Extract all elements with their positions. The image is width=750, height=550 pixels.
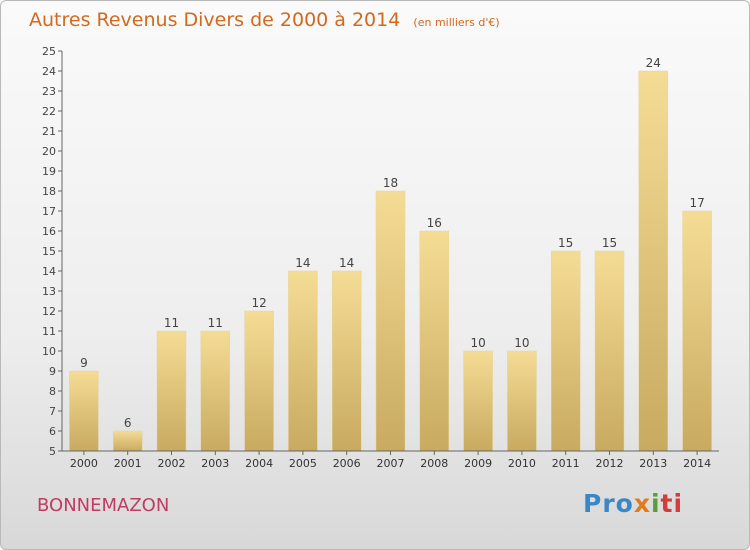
bar-2006	[331, 270, 362, 452]
bar-value-label: 11	[208, 316, 223, 330]
y-tick-label: 19	[42, 165, 56, 178]
bar-value-label: 14	[295, 256, 310, 270]
bar-2008	[419, 230, 450, 452]
x-tick-label: 2013	[639, 457, 667, 470]
bar-value-label: 11	[164, 316, 179, 330]
bar-value-label: 17	[689, 196, 704, 210]
y-tick-label: 10	[42, 345, 56, 358]
bar-2003	[200, 330, 231, 452]
bar-2014	[682, 210, 712, 452]
bar-2005	[288, 270, 318, 452]
bar-value-label: 12	[251, 296, 266, 310]
x-tick-label: 2010	[508, 457, 536, 470]
x-tick-label: 2014	[683, 457, 711, 470]
bar-2000	[69, 370, 99, 452]
x-tick-label: 2008	[420, 457, 448, 470]
unit-note: (en milliers d'€)	[413, 16, 500, 29]
bar-value-label: 16	[427, 216, 442, 230]
bar-2010	[507, 350, 537, 452]
x-tick-label: 2011	[552, 457, 580, 470]
commune-name: BONNEMAZON	[37, 495, 170, 516]
bar-value-label: 14	[339, 256, 354, 270]
bar-value-label: 10	[514, 336, 529, 350]
x-tick-label: 2003	[201, 457, 229, 470]
proxiti-logo[interactable]: Proxiti	[583, 489, 684, 518]
x-tick-label: 2007	[377, 457, 405, 470]
title-text: Autres Revenus Divers de 2000 à 2014	[29, 9, 401, 31]
bar-2001	[112, 430, 143, 452]
y-tick-label: 13	[42, 285, 56, 298]
y-tick-label: 11	[42, 325, 56, 338]
y-tick-label: 22	[42, 105, 56, 118]
y-tick-label: 5	[49, 445, 56, 458]
x-tick-label: 2000	[70, 457, 98, 470]
y-tick-label: 20	[42, 145, 56, 158]
x-tick-label: 2006	[333, 457, 361, 470]
bar-value-label: 15	[602, 236, 617, 250]
bar-value-label: 18	[383, 176, 398, 190]
bar-2011	[550, 250, 581, 452]
bar-2013	[638, 70, 669, 452]
y-tick-label: 18	[42, 185, 56, 198]
bar-2002	[156, 330, 187, 452]
bar-2009	[463, 350, 493, 452]
x-tick-label: 2005	[289, 457, 317, 470]
y-tick-label: 16	[42, 225, 56, 238]
x-tick-label: 2009	[464, 457, 492, 470]
y-tick-label: 25	[42, 45, 56, 58]
bars: 9 6 11 11 12 14 14 18 16 10 10 15 15 24 17	[69, 56, 712, 452]
bar-2012	[594, 250, 625, 452]
x-tick-label: 2012	[596, 457, 624, 470]
y-tick-label: 15	[42, 245, 56, 258]
x-axis: 2000 2001 2002 2003 2004 2005 2006 2007 2008 2009…	[62, 450, 719, 470]
y-tick-label: 24	[42, 65, 56, 78]
y-tick-label: 21	[42, 125, 56, 138]
bar-2007	[375, 190, 406, 452]
y-tick-label: 6	[49, 425, 56, 438]
bar-value-label: 24	[646, 56, 661, 70]
bar-value-label: 6	[124, 416, 132, 430]
bar-value-label: 15	[558, 236, 573, 250]
bar-2004	[244, 310, 274, 452]
y-axis: 5 6 7 8 9 10 11 12 13 14 15 16 17 18 19 20 21 22 23 24 25	[42, 45, 63, 458]
y-tick-label: 17	[42, 205, 56, 218]
y-tick-label: 23	[42, 85, 56, 98]
y-tick-label: 14	[42, 265, 56, 278]
x-tick-label: 2002	[158, 457, 186, 470]
y-tick-label: 7	[49, 405, 56, 418]
bar-value-label: 9	[80, 356, 88, 370]
x-tick-label: 2004	[245, 457, 273, 470]
y-tick-label: 8	[49, 385, 56, 398]
y-tick-label: 9	[49, 365, 56, 378]
x-tick-label: 2001	[114, 457, 142, 470]
bar-value-label: 10	[470, 336, 485, 350]
chart-title: Autres Revenus Divers de 2000 à 2014 (en…	[29, 9, 500, 31]
y-tick-label: 12	[42, 305, 56, 318]
